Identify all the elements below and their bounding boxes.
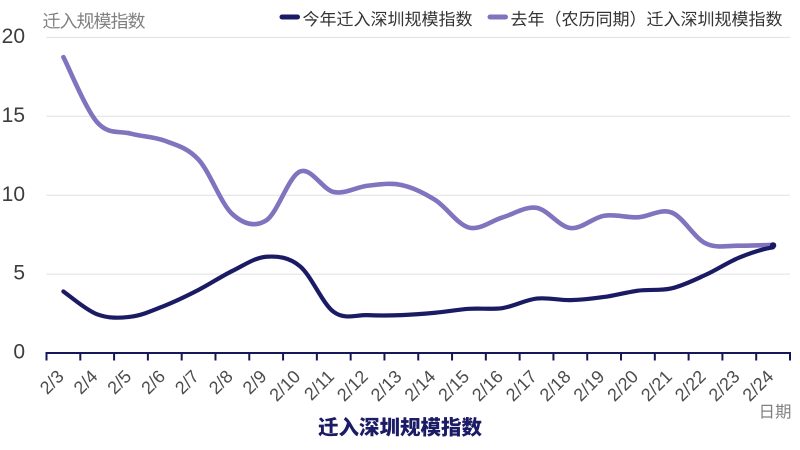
svg-text:20: 20 — [2, 25, 25, 48]
svg-text:5: 5 — [13, 262, 25, 285]
svg-text:15: 15 — [2, 104, 25, 127]
svg-text:10: 10 — [2, 183, 25, 206]
svg-text:0: 0 — [13, 341, 25, 364]
